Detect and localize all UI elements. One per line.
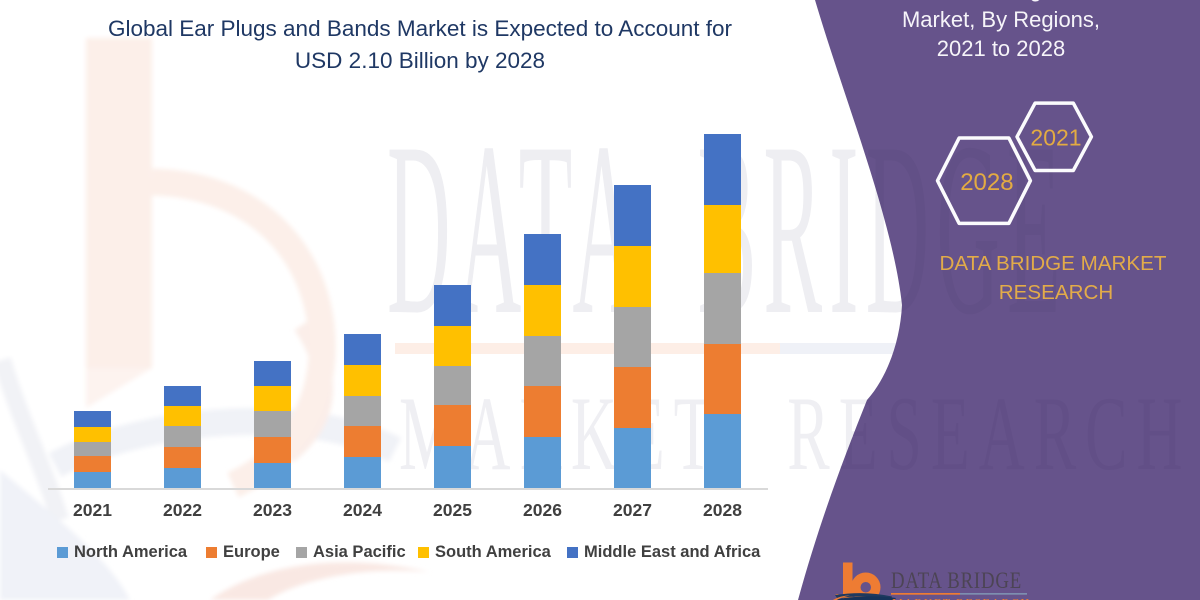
svg-text:2021: 2021 [1030, 124, 1081, 150]
svg-text:DATA BRIDGE: DATA BRIDGE [891, 567, 1022, 594]
svg-text:2028: 2028 [960, 169, 1013, 196]
svg-text:MARKET RESEARCH: MARKET RESEARCH [892, 596, 1031, 600]
